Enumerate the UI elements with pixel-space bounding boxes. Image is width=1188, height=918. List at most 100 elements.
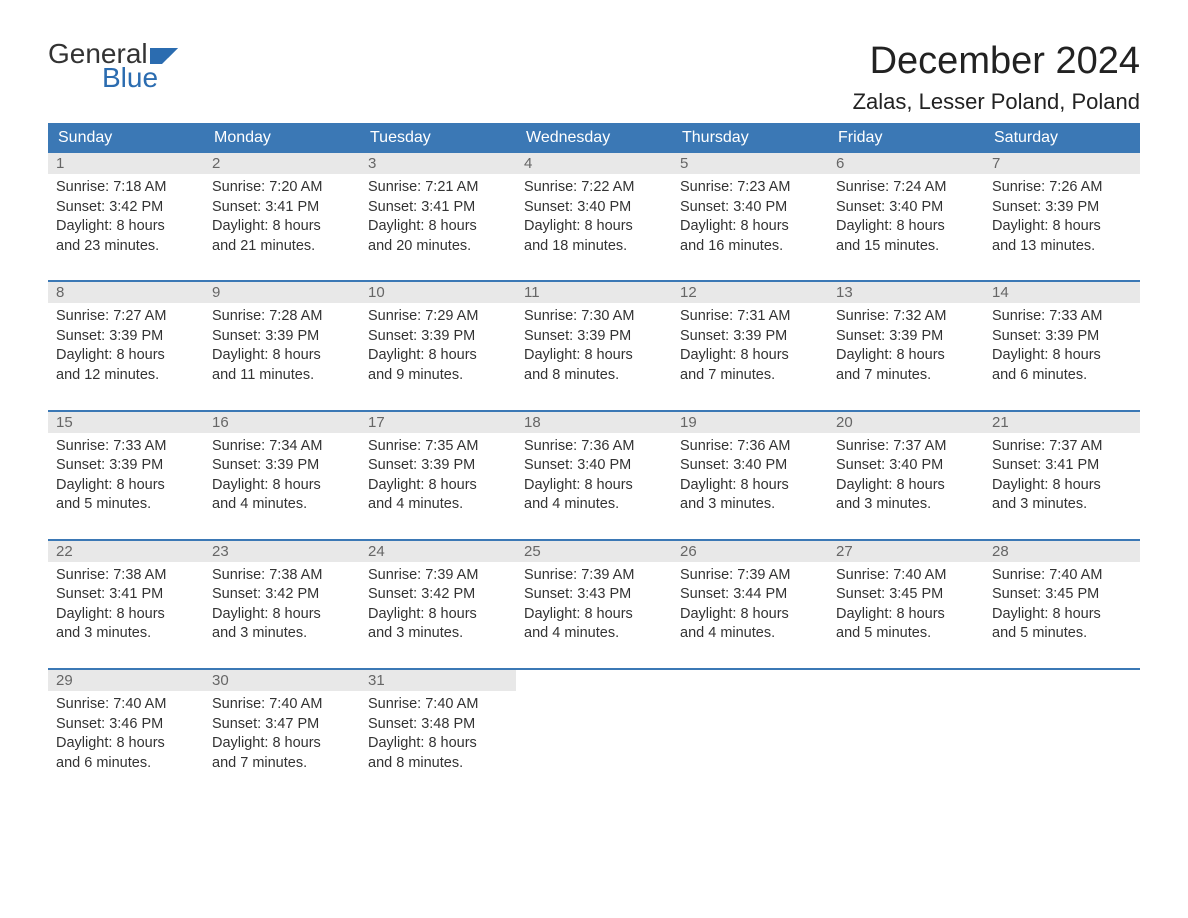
daylight-text: and 5 minutes.	[56, 495, 196, 515]
sunset-text: Sunset: 3:39 PM	[524, 327, 664, 347]
daylight-text: and 6 minutes.	[992, 366, 1132, 386]
day-number: 2	[212, 155, 220, 172]
daylight-text: and 3 minutes.	[368, 624, 508, 644]
sunset-text: Sunset: 3:43 PM	[524, 585, 664, 605]
day-number-cell: 2	[204, 153, 360, 174]
month-title: December 2024	[853, 40, 1140, 83]
sunrise-text: Sunrise: 7:40 AM	[56, 695, 196, 715]
sunset-text: Sunset: 3:39 PM	[680, 327, 820, 347]
day-number: 16	[212, 414, 229, 431]
day-header: Monday	[204, 123, 360, 153]
page-header: General Blue December 2024 Zalas, Lesser…	[48, 40, 1140, 115]
sunrise-text: Sunrise: 7:23 AM	[680, 178, 820, 198]
day-header: Wednesday	[516, 123, 672, 153]
day-number: 11	[524, 284, 540, 301]
sunrise-text: Sunrise: 7:33 AM	[56, 437, 196, 457]
day-cell: Sunrise: 7:40 AMSunset: 3:46 PMDaylight:…	[48, 691, 204, 781]
day-number-cell	[516, 670, 672, 691]
sunset-text: Sunset: 3:40 PM	[524, 456, 664, 476]
daylight-text: and 3 minutes.	[836, 495, 976, 515]
day-number-cell: 17	[360, 412, 516, 433]
daylight-text: and 18 minutes.	[524, 237, 664, 257]
sunrise-text: Sunrise: 7:26 AM	[992, 178, 1132, 198]
day-cell: Sunrise: 7:21 AMSunset: 3:41 PMDaylight:…	[360, 174, 516, 281]
sunrise-text: Sunrise: 7:21 AM	[368, 178, 508, 198]
sunset-text: Sunset: 3:42 PM	[56, 198, 196, 218]
day-number-cell	[672, 670, 828, 691]
sunrise-text: Sunrise: 7:40 AM	[368, 695, 508, 715]
day-number-cell: 20	[828, 412, 984, 433]
day-content-row: Sunrise: 7:33 AM Sunset: 3:39 PM Daylight:…	[48, 433, 1140, 540]
sunrise-text: Sunrise: 7:22 AM	[524, 178, 664, 198]
day-number: 29	[56, 672, 73, 689]
daylight-text: Daylight: 8 hours	[368, 346, 508, 366]
day-cell: Sunrise: 7:22 AMSunset: 3:40 PMDaylight:…	[516, 174, 672, 281]
daylight-text: and 4 minutes.	[524, 495, 664, 515]
day-cell: Sunrise: 7:40 AMSunset: 3:47 PMDaylight:…	[204, 691, 360, 781]
day-header: Tuesday	[360, 123, 516, 153]
day-cell: Sunrise: 7:40 AMSunset: 3:45 PMDaylight:…	[828, 562, 984, 669]
daylight-text: and 20 minutes.	[368, 237, 508, 257]
day-cell: Sunrise: 7:35 AMSunset: 3:39 PMDaylight:…	[360, 433, 516, 540]
sunrise-text: Sunrise: 7:32 AM	[836, 307, 976, 327]
day-number: 9	[212, 284, 220, 301]
day-number-cell: 19	[672, 412, 828, 433]
day-cell: Sunrise: 7:26 AMSunset: 3:39 PMDaylight:…	[984, 174, 1140, 281]
daylight-text: and 8 minutes.	[368, 754, 508, 774]
daylight-text: Daylight: 8 hours	[992, 476, 1132, 496]
day-number-row: 15161718192021	[48, 412, 1140, 433]
day-number-cell: 25	[516, 541, 672, 562]
daylight-text: and 15 minutes.	[836, 237, 976, 257]
day-cell: Sunrise: 7:36 AMSunset: 3:40 PMDaylight:…	[672, 433, 828, 540]
daylight-text: and 3 minutes.	[212, 624, 352, 644]
sunrise-text: Sunrise: 7:40 AM	[836, 566, 976, 586]
day-number: 6	[836, 155, 844, 172]
daylight-text: Daylight: 8 hours	[212, 605, 352, 625]
day-number-cell: 4	[516, 153, 672, 174]
sunset-text: Sunset: 3:40 PM	[680, 456, 820, 476]
day-number-cell: 30	[204, 670, 360, 691]
day-number-cell: 26	[672, 541, 828, 562]
day-cell: Sunrise: 7:39 AMSunset: 3:42 PMDaylight:…	[360, 562, 516, 669]
sunset-text: Sunset: 3:41 PM	[368, 198, 508, 218]
daylight-text: Daylight: 8 hours	[524, 217, 664, 237]
day-number-cell: 6	[828, 153, 984, 174]
day-number-cell: 9	[204, 282, 360, 303]
day-number-cell: 22	[48, 541, 204, 562]
sunrise-text: Sunrise: 7:18 AM	[56, 178, 196, 198]
sunset-text: Sunset: 3:40 PM	[680, 198, 820, 218]
day-number-cell: 14	[984, 282, 1140, 303]
daylight-text: Daylight: 8 hours	[212, 346, 352, 366]
calendar-table: Sunday Monday Tuesday Wednesday Thursday…	[48, 123, 1140, 781]
day-number: 19	[680, 414, 697, 431]
day-number-cell: 7	[984, 153, 1140, 174]
daylight-text: Daylight: 8 hours	[212, 217, 352, 237]
day-cell	[828, 691, 984, 781]
daylight-text: and 9 minutes.	[368, 366, 508, 386]
daylight-text: and 3 minutes.	[992, 495, 1132, 515]
sunrise-text: Sunrise: 7:28 AM	[212, 307, 352, 327]
daylight-text: and 7 minutes.	[680, 366, 820, 386]
sunrise-text: Sunrise: 7:37 AM	[836, 437, 976, 457]
day-cell: Sunrise: 7:39 AMSunset: 3:44 PMDaylight:…	[672, 562, 828, 669]
sunrise-text: Sunrise: 7:36 AM	[524, 437, 664, 457]
sunset-text: Sunset: 3:41 PM	[992, 456, 1132, 476]
sunset-text: Sunset: 3:39 PM	[368, 327, 508, 347]
day-number: 18	[524, 414, 541, 431]
day-number-cell: 10	[360, 282, 516, 303]
daylight-text: Daylight: 8 hours	[836, 476, 976, 496]
day-cell: Sunrise: 7:32 AMSunset: 3:39 PMDaylight:…	[828, 303, 984, 410]
daylight-text: Daylight: 8 hours	[992, 346, 1132, 366]
sunrise-text: Sunrise: 7:34 AM	[212, 437, 352, 457]
logo-word-2: Blue	[102, 64, 184, 92]
day-number-cell: 15	[48, 412, 204, 433]
day-number-cell: 29	[48, 670, 204, 691]
daylight-text: Daylight: 8 hours	[992, 217, 1132, 237]
day-cell: Sunrise: 7:20 AMSunset: 3:41 PMDaylight:…	[204, 174, 360, 281]
day-number: 3	[368, 155, 376, 172]
sunset-text: Sunset: 3:39 PM	[368, 456, 508, 476]
day-number-cell: 8	[48, 282, 204, 303]
day-number: 17	[368, 414, 385, 431]
day-cell: Sunrise: 7:33 AMSunset: 3:39 PMDaylight:…	[48, 433, 204, 540]
daylight-text: Daylight: 8 hours	[524, 476, 664, 496]
